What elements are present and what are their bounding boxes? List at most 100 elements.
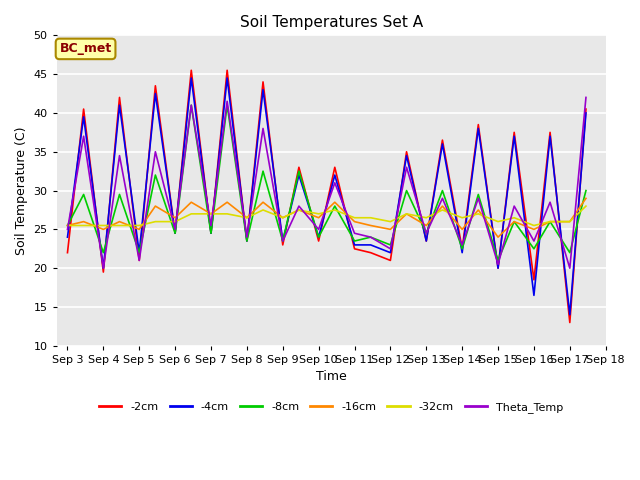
-4cm	[259, 87, 267, 93]
-2cm	[530, 277, 538, 283]
-16cm	[387, 227, 394, 232]
-4cm	[387, 250, 394, 255]
Theta_Temp	[259, 126, 267, 132]
-4cm	[530, 292, 538, 298]
-2cm	[387, 258, 394, 264]
-2cm	[351, 246, 358, 252]
-32cm	[331, 207, 339, 213]
-32cm	[116, 223, 124, 228]
Title: Soil Temperatures Set A: Soil Temperatures Set A	[239, 15, 423, 30]
Line: -16cm: -16cm	[67, 198, 586, 237]
Line: -2cm: -2cm	[67, 70, 586, 323]
-32cm	[510, 215, 518, 221]
Theta_Temp	[80, 133, 88, 139]
-2cm	[99, 269, 107, 275]
-8cm	[259, 168, 267, 174]
Theta_Temp	[136, 258, 143, 264]
-32cm	[438, 207, 446, 213]
-16cm	[510, 219, 518, 225]
Theta_Temp	[458, 242, 466, 248]
-8cm	[351, 238, 358, 244]
-8cm	[172, 230, 179, 236]
-2cm	[422, 238, 430, 244]
-16cm	[63, 223, 71, 228]
Theta_Temp	[331, 180, 339, 186]
-2cm	[172, 230, 179, 236]
-2cm	[315, 238, 323, 244]
-32cm	[367, 215, 374, 221]
-16cm	[566, 219, 573, 225]
-4cm	[546, 133, 554, 139]
-8cm	[530, 246, 538, 252]
-32cm	[243, 215, 251, 221]
-32cm	[80, 223, 88, 228]
-2cm	[63, 250, 71, 255]
Line: Theta_Temp: Theta_Temp	[67, 97, 586, 268]
-32cm	[494, 219, 502, 225]
-32cm	[351, 215, 358, 221]
-16cm	[99, 227, 107, 232]
Theta_Temp	[494, 262, 502, 267]
-8cm	[279, 238, 287, 244]
-8cm	[223, 102, 231, 108]
-16cm	[279, 215, 287, 221]
-2cm	[80, 106, 88, 112]
-2cm	[259, 79, 267, 85]
-8cm	[80, 192, 88, 197]
-16cm	[223, 199, 231, 205]
Line: -8cm: -8cm	[67, 105, 586, 261]
-32cm	[474, 211, 482, 217]
-4cm	[188, 75, 195, 81]
-32cm	[279, 215, 287, 221]
Theta_Temp	[207, 223, 215, 228]
Theta_Temp	[530, 238, 538, 244]
Legend: -2cm, -4cm, -8cm, -16cm, -32cm, Theta_Temp: -2cm, -4cm, -8cm, -16cm, -32cm, Theta_Te…	[95, 398, 568, 418]
Theta_Temp	[152, 149, 159, 155]
-8cm	[510, 219, 518, 225]
Theta_Temp	[582, 95, 590, 100]
-2cm	[566, 320, 573, 325]
-32cm	[207, 211, 215, 217]
-32cm	[259, 207, 267, 213]
-32cm	[315, 211, 323, 217]
-4cm	[331, 172, 339, 178]
-4cm	[367, 242, 374, 248]
-16cm	[403, 211, 410, 217]
-32cm	[387, 219, 394, 225]
Theta_Temp	[546, 199, 554, 205]
-16cm	[116, 219, 124, 225]
-4cm	[510, 133, 518, 139]
-8cm	[207, 230, 215, 236]
-32cm	[136, 223, 143, 228]
-16cm	[494, 234, 502, 240]
-2cm	[510, 130, 518, 135]
Theta_Temp	[99, 265, 107, 271]
Theta_Temp	[422, 230, 430, 236]
-8cm	[367, 234, 374, 240]
-2cm	[279, 242, 287, 248]
-8cm	[582, 188, 590, 193]
-4cm	[223, 75, 231, 81]
X-axis label: Time: Time	[316, 371, 347, 384]
-32cm	[546, 219, 554, 225]
-2cm	[494, 265, 502, 271]
-8cm	[387, 242, 394, 248]
-16cm	[243, 215, 251, 221]
-8cm	[136, 250, 143, 255]
-4cm	[172, 230, 179, 236]
-8cm	[422, 230, 430, 236]
-16cm	[438, 203, 446, 209]
-4cm	[315, 234, 323, 240]
-2cm	[188, 67, 195, 73]
-16cm	[172, 215, 179, 221]
-2cm	[546, 130, 554, 135]
Theta_Temp	[188, 102, 195, 108]
-2cm	[295, 165, 303, 170]
-4cm	[207, 230, 215, 236]
-4cm	[582, 110, 590, 116]
Theta_Temp	[387, 246, 394, 252]
-32cm	[403, 211, 410, 217]
-8cm	[566, 250, 573, 255]
-8cm	[438, 188, 446, 193]
-2cm	[438, 137, 446, 143]
